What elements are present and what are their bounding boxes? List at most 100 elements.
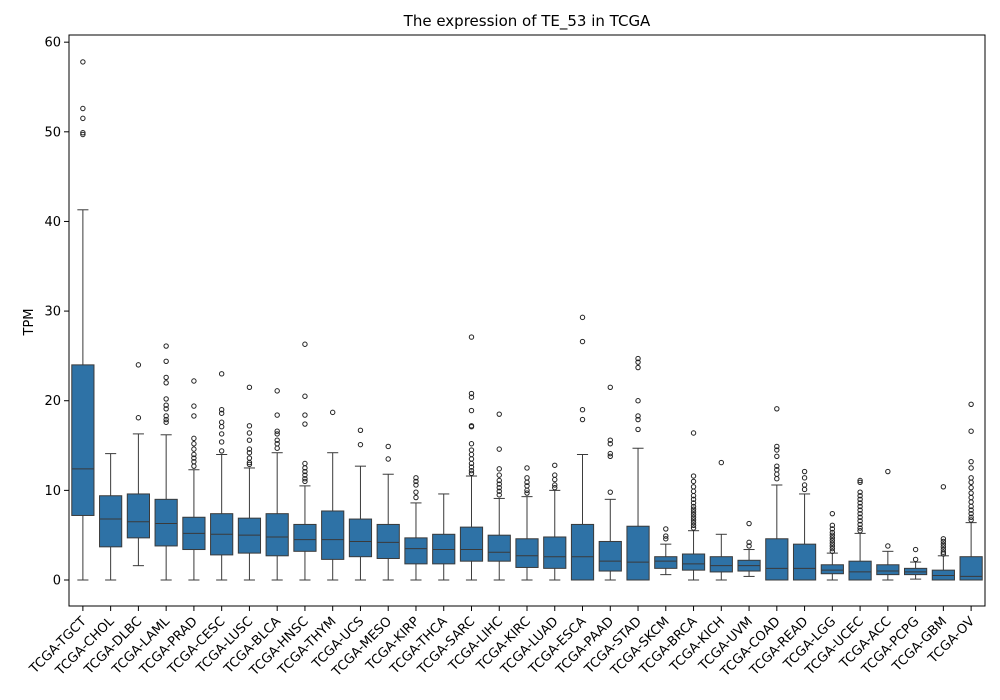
outlier-point bbox=[524, 479, 530, 485]
box-iqr bbox=[959, 556, 983, 581]
outlier-point bbox=[468, 394, 475, 400]
outlier-point bbox=[163, 416, 169, 423]
box-iqr bbox=[71, 364, 95, 516]
outlier-point bbox=[940, 551, 947, 557]
outlier-point bbox=[80, 115, 86, 122]
box-iqr bbox=[154, 498, 178, 547]
outlier-point bbox=[302, 472, 308, 478]
outlier-point bbox=[690, 517, 697, 523]
box-tcga-acc bbox=[876, 468, 900, 581]
outlier-point bbox=[940, 544, 947, 550]
outlier-point bbox=[218, 410, 225, 416]
outlier-point bbox=[468, 441, 475, 447]
outlier-point bbox=[829, 535, 836, 541]
outlier-point bbox=[163, 343, 169, 349]
box-tcga-stad bbox=[626, 355, 650, 581]
outlier-point bbox=[246, 459, 253, 466]
outlier-point bbox=[690, 522, 697, 529]
outlier-point bbox=[968, 499, 974, 505]
outlier-point bbox=[718, 459, 725, 466]
box-iqr bbox=[820, 564, 844, 575]
outlier-point bbox=[302, 468, 308, 475]
outlier-point bbox=[246, 430, 253, 436]
box-tcga-meso bbox=[376, 443, 400, 581]
box-tcga-sarc bbox=[459, 334, 484, 581]
outlier-point bbox=[579, 314, 586, 321]
outlier-point bbox=[968, 494, 974, 501]
outlier-point bbox=[191, 378, 197, 384]
outlier-point bbox=[635, 413, 641, 419]
outlier-point bbox=[663, 533, 669, 539]
y-tick-label: 30 bbox=[44, 305, 61, 320]
box-tcga-thym bbox=[321, 409, 345, 581]
outlier-point bbox=[968, 517, 974, 523]
outlier-point bbox=[579, 406, 586, 413]
outlier-point bbox=[552, 472, 558, 478]
outlier-point bbox=[191, 403, 197, 409]
box-iqr bbox=[293, 523, 317, 552]
outlier-point bbox=[690, 509, 697, 515]
outlier-point bbox=[829, 537, 836, 544]
outlier-point bbox=[774, 471, 780, 477]
outlier-point bbox=[829, 522, 836, 529]
outlier-point bbox=[940, 536, 947, 542]
y-tick-label: 60 bbox=[44, 36, 61, 51]
box-tcga-brca bbox=[681, 430, 706, 581]
box-iqr bbox=[709, 556, 733, 573]
box-tcga-kirp bbox=[404, 475, 428, 581]
outlier-point bbox=[940, 538, 947, 545]
outlier-point bbox=[690, 511, 697, 518]
box-iqr bbox=[376, 523, 400, 559]
outlier-point bbox=[607, 489, 613, 495]
box-iqr bbox=[570, 523, 595, 581]
box-iqr bbox=[348, 518, 373, 558]
outlier-point bbox=[968, 484, 974, 491]
y-tick-label: 50 bbox=[44, 125, 61, 140]
outlier-point bbox=[968, 428, 974, 434]
box-iqr bbox=[681, 553, 706, 571]
box-tcga-blca bbox=[265, 388, 289, 581]
outlier-point bbox=[690, 493, 697, 499]
y-tick-label: 0 bbox=[53, 574, 61, 589]
box-tcga-cesc bbox=[210, 371, 234, 581]
outlier-point bbox=[163, 374, 169, 381]
outlier-point bbox=[385, 456, 391, 462]
outlier-point bbox=[218, 406, 225, 413]
outlier-point bbox=[857, 521, 863, 528]
outlier-point bbox=[829, 548, 836, 555]
outlier-point bbox=[468, 407, 475, 414]
outlier-point bbox=[302, 476, 308, 482]
outlier-point bbox=[468, 447, 475, 453]
outlier-point bbox=[552, 484, 558, 491]
plot-area bbox=[71, 59, 983, 581]
box-tcga-laml bbox=[154, 343, 178, 581]
outlier-point bbox=[857, 500, 863, 506]
outlier-point bbox=[635, 355, 641, 362]
outlier-point bbox=[857, 514, 863, 520]
outlier-point bbox=[829, 526, 836, 532]
outlier-point bbox=[801, 475, 808, 481]
outlier-point bbox=[940, 484, 947, 490]
outlier-point bbox=[607, 450, 613, 457]
outlier-point bbox=[829, 545, 836, 552]
outlier-point bbox=[496, 488, 502, 494]
outlier-point bbox=[413, 475, 419, 481]
outlier-point bbox=[246, 461, 253, 468]
outlier-point bbox=[163, 358, 169, 364]
outlier-point bbox=[635, 398, 641, 404]
box-tcga-lusc bbox=[237, 384, 262, 581]
y-axis: 0 10 20 30 40 50 60 bbox=[44, 36, 69, 589]
outlier-point bbox=[968, 490, 974, 496]
box-iqr bbox=[654, 556, 678, 569]
outlier-point bbox=[218, 419, 225, 425]
outlier-point bbox=[746, 520, 752, 527]
outlier-point bbox=[579, 338, 586, 345]
outlier-point bbox=[801, 482, 808, 488]
outlier-point bbox=[468, 464, 475, 470]
outlier-point bbox=[885, 543, 891, 549]
outlier-point bbox=[80, 59, 86, 65]
outlier-point bbox=[912, 546, 919, 553]
outlier-point bbox=[663, 536, 669, 542]
outlier-point bbox=[385, 443, 391, 450]
outlier-point bbox=[607, 384, 613, 390]
